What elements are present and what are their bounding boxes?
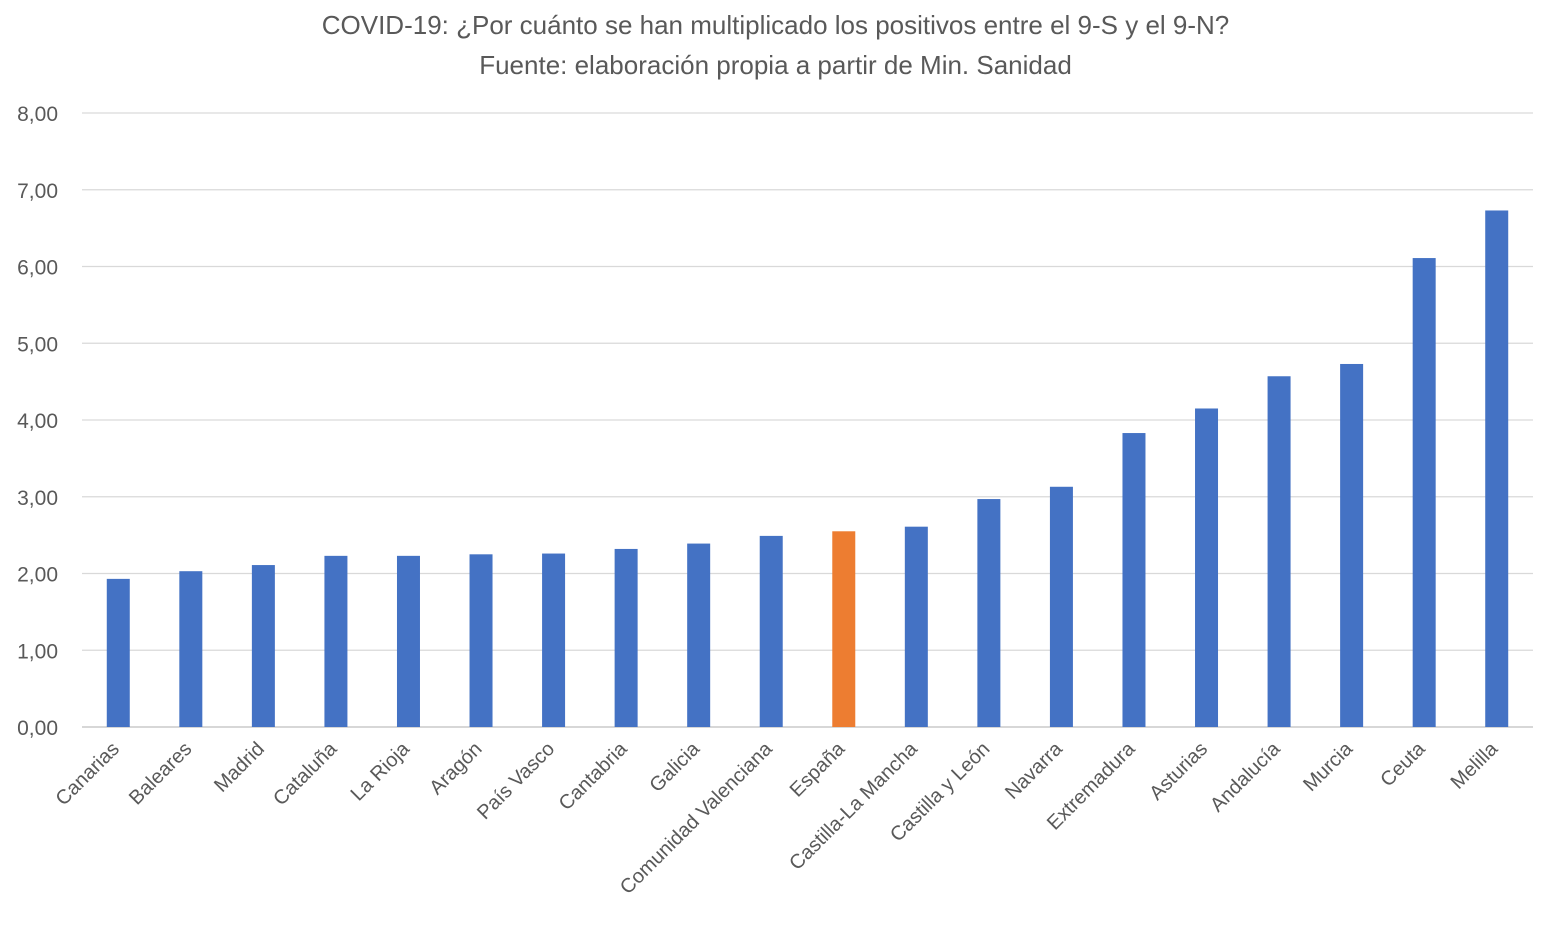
bar-ceuta: [1412, 258, 1436, 727]
bar-murcia: [1340, 363, 1364, 727]
y-tick-label: 5,00: [17, 333, 58, 356]
x-tick-label: España: [786, 737, 850, 801]
y-tick-label: 1,00: [17, 640, 58, 663]
y-tick-label: 6,00: [17, 257, 58, 280]
x-tick-label: La Rioja: [347, 737, 415, 805]
x-tick-label: País Vasco: [473, 738, 559, 824]
x-tick-label: Asturias: [1145, 738, 1212, 805]
x-tick-label: Comunidad Valenciana: [616, 737, 777, 898]
bar-pa-s-vasco: [542, 553, 566, 727]
y-tick-label: 0,00: [17, 717, 58, 740]
bar-melilla: [1485, 210, 1509, 727]
x-tick-label: Andalucía: [1206, 737, 1285, 816]
x-tick-label: Baleares: [125, 738, 196, 809]
bar-navarra: [1049, 486, 1073, 727]
bar-castilla-la-mancha: [904, 526, 928, 727]
bar-cantabria: [614, 548, 638, 727]
y-tick-label: 2,00: [17, 564, 58, 587]
bar-comunidad-valenciana: [759, 535, 783, 727]
y-tick-label: 3,00: [17, 487, 58, 510]
chart-subtitle: Fuente: elaboración propia a partir de M…: [479, 50, 1072, 80]
bar-espa-a: [832, 531, 856, 727]
bar-arag-n: [469, 554, 493, 727]
bar-castilla-y-le-n: [977, 499, 1001, 727]
bar-catalu-a: [324, 555, 348, 727]
x-tick-label: Castilla-La Mancha: [785, 737, 922, 874]
y-tick-label: 4,00: [17, 410, 58, 433]
bar-la-rioja: [396, 555, 420, 727]
x-tick-label: Canarias: [52, 738, 124, 810]
bar-andaluc-a: [1267, 376, 1291, 727]
x-tick-label: Madrid: [210, 738, 269, 797]
x-tick-label: Galicia: [645, 737, 704, 796]
bar-extremadura: [1122, 433, 1146, 727]
x-tick-label: Cantabria: [555, 737, 632, 814]
bar-canarias: [106, 578, 130, 727]
chart-title: COVID-19: ¿Por cuánto se han multiplicad…: [321, 10, 1230, 40]
x-tick-label: Navarra: [1001, 737, 1067, 803]
bar-galicia: [687, 543, 711, 727]
y-tick-label: 7,00: [17, 180, 58, 203]
bar-baleares: [179, 571, 203, 727]
x-tick-label: Aragón: [425, 738, 486, 799]
x-tick-label: Ceuta: [1376, 737, 1430, 791]
x-tick-label: Melilla: [1447, 737, 1503, 793]
y-tick-label: 8,00: [17, 103, 58, 126]
x-tick-label: Cataluña: [269, 737, 342, 810]
bar-madrid: [251, 565, 275, 727]
x-tick-label: Murcia: [1299, 737, 1358, 796]
bar-asturias: [1195, 408, 1219, 727]
